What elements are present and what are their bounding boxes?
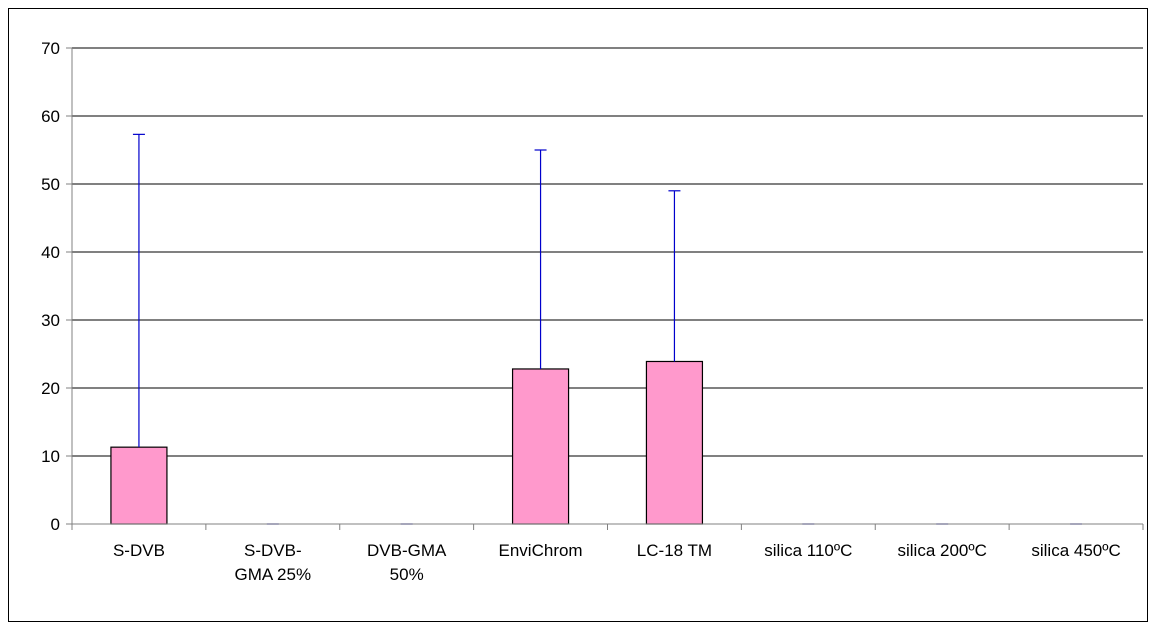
x-axis-category-labels: S-DVB S-DVB- GMA 25% DVB-GMA 50% EnviChrom LC-…: [113, 541, 1121, 584]
error-bars: [132, 133, 1083, 525]
y-tick-label: 20: [41, 379, 60, 398]
x-tick-label-line: S-DVB-: [244, 541, 302, 560]
y-tick-label: 40: [41, 243, 60, 262]
axes: [71, 48, 1144, 530]
y-axis-ticks: 0 10 20 30 40 50 60 70: [41, 39, 72, 534]
y-tick-label: 60: [41, 107, 60, 126]
y-tick-label: 0: [51, 515, 60, 534]
x-tick-label-line: S-DVB: [113, 541, 165, 560]
x-tick-label: LC-18 TM: [637, 541, 712, 560]
x-tick-label-line: 50%: [390, 565, 424, 584]
x-tick-label-line: silica 200ºC: [898, 541, 987, 560]
bar: [511, 368, 570, 525]
x-tick-label-line: DVB-GMA: [367, 541, 447, 560]
x-tick-label: silica 450ºC: [1031, 541, 1120, 560]
x-tick-label-line: silica 110ºC: [764, 541, 852, 560]
y-tick-label: 70: [41, 39, 60, 58]
bar: [110, 446, 168, 525]
x-tick-label: silica 200ºC: [898, 541, 987, 560]
chart-frame: [8, 8, 1148, 622]
y-tick-label: 10: [41, 447, 60, 466]
x-tick-label-line: EnviChrom: [499, 541, 583, 560]
x-tick-label-line: LC-18 TM: [637, 541, 712, 560]
bar: [645, 360, 704, 525]
x-tick-label: S-DVB: [113, 541, 165, 560]
gridlines: [72, 47, 1143, 457]
x-tick-label: DVB-GMA 50%: [367, 541, 447, 584]
y-tick-label: 30: [41, 311, 60, 330]
x-tick-label: S-DVB- GMA 25%: [235, 541, 312, 584]
x-tick-label: silica 110ºC: [764, 541, 852, 560]
x-tick-label-line: silica 450ºC: [1031, 541, 1120, 560]
x-tick-label-line: GMA 25%: [235, 565, 312, 584]
y-tick-label: 50: [41, 175, 60, 194]
x-tick-label: EnviChrom: [499, 541, 583, 560]
bars: [110, 360, 704, 525]
